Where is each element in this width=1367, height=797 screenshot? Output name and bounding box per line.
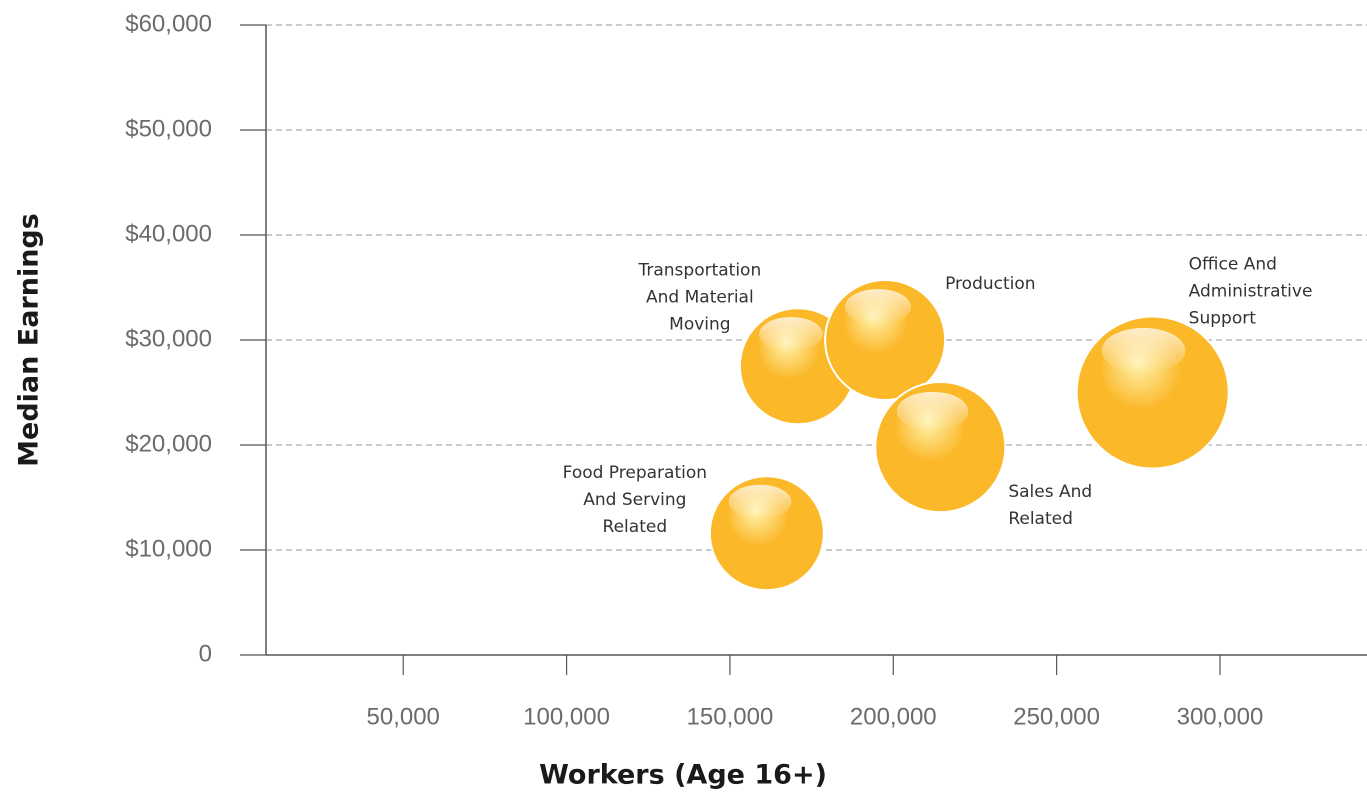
bubble-highlight [1101, 327, 1186, 374]
bubble-label: And Material [646, 287, 754, 307]
y-tick-label: 0 [199, 640, 212, 667]
y-tick-label: $30,000 [125, 325, 212, 352]
x-tick-label: 250,000 [1013, 703, 1100, 730]
bubble-label: Administrative [1189, 282, 1313, 302]
bubble-highlight [844, 289, 911, 325]
y-tick-label: $20,000 [125, 430, 212, 457]
x-tick-label: 300,000 [1177, 703, 1264, 730]
bubble-label: Sales And [1008, 482, 1092, 502]
bubble-label: Food Preparation [563, 463, 707, 483]
x-tick-label: 200,000 [850, 703, 937, 730]
x-tick-label: 150,000 [687, 703, 774, 730]
x-axis-title: Workers (Age 16+) [539, 760, 827, 791]
bubble-highlight [896, 391, 969, 431]
bubble-label: Related [1008, 509, 1073, 529]
y-tick-label: $60,000 [125, 10, 212, 37]
bubble-highlight [728, 484, 792, 519]
bubble-label: Related [603, 517, 668, 537]
bubble-label: Production [945, 274, 1035, 294]
bubble-label: And Serving [583, 490, 686, 510]
bubble-label: Transportation [637, 260, 761, 280]
bubble-label: Support [1189, 309, 1257, 329]
y-tick-label: $40,000 [125, 220, 212, 247]
bubble-label: Office And [1189, 255, 1277, 275]
bubble-label: Moving [669, 314, 730, 334]
x-tick-label: 50,000 [367, 703, 440, 730]
y-tick-label: $50,000 [125, 115, 212, 142]
x-tick-label: 100,000 [523, 703, 610, 730]
bubble-highlight [759, 316, 823, 352]
y-axis-title: Median Earnings [14, 213, 45, 467]
y-tick-label: $10,000 [125, 535, 212, 562]
